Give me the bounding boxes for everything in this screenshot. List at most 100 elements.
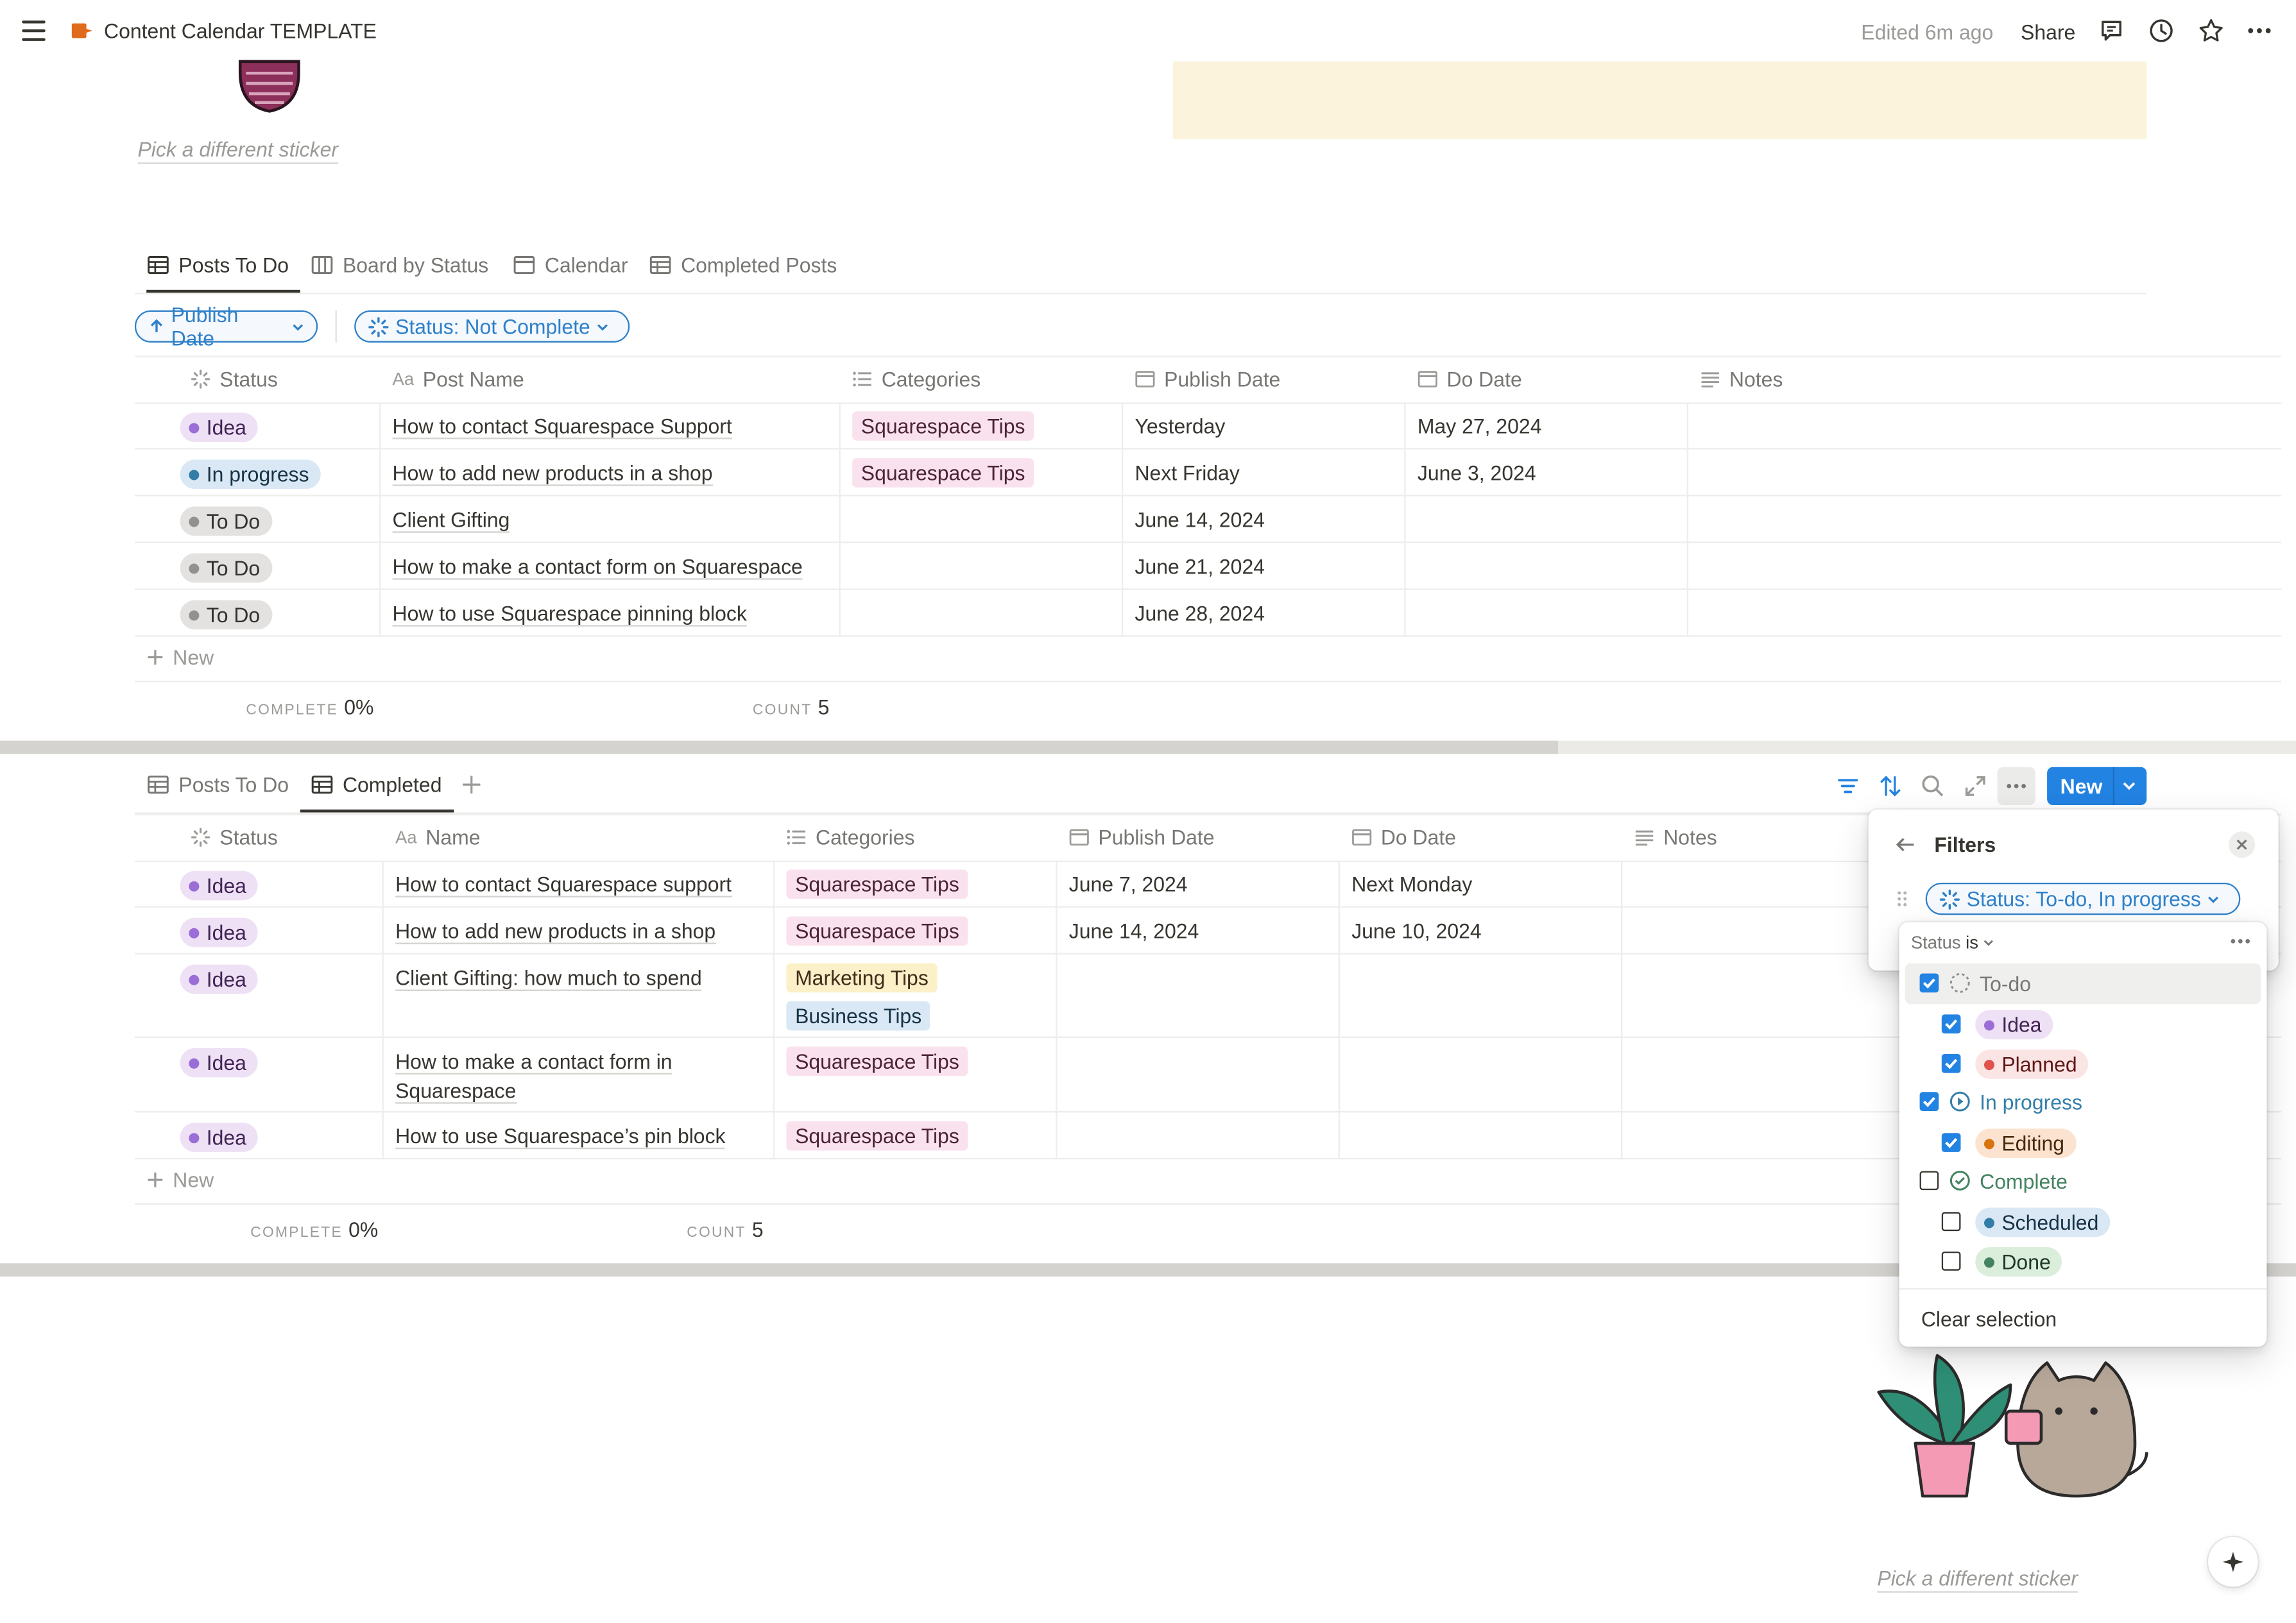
pick-sticker-link[interactable]: Pick a different sticker [1877,1567,2078,1593]
checkbox-in-progress[interactable] [1919,1092,1939,1111]
status-badge[interactable]: Idea [180,1048,259,1078]
publish-date[interactable]: Next Friday [1135,461,1240,485]
post-name[interactable]: Client Gifting: how much to spend [395,966,702,991]
add-view-plus-icon[interactable] [461,774,482,795]
tab-posts-to-do[interactable]: Posts To Do [146,239,301,293]
table-row[interactable]: Idea How to contact Squarespace Support … [134,403,2282,450]
option-group-to-do[interactable] [1905,963,2261,1005]
favorite-star-icon[interactable] [2198,17,2224,44]
publish-date[interactable]: June 28, 2024 [1135,601,1265,625]
table-row[interactable]: To Do Client Gifting June 14, 2024 [134,497,2282,543]
tab-board-by-status[interactable]: Board by Status [311,239,488,291]
do-date[interactable]: May 27, 2024 [1417,414,1542,438]
status-badge[interactable]: Idea [180,964,259,994]
share-button[interactable]: Share [2021,20,2076,44]
cat-with-plant-sticker[interactable] [1871,1341,2150,1502]
count-calculation[interactable]: COUNT 5 [687,1218,764,1242]
count-calculation[interactable]: COUNT 5 [752,695,830,719]
horizontal-scrollbar[interactable] [0,1263,2296,1277]
post-name[interactable]: How to make a contact form in [395,1049,673,1075]
do-date[interactable]: Next Monday [1351,872,1473,896]
column-header-status[interactable]: Status [191,356,278,403]
post-name[interactable]: How to use Squarespace pinning block [392,602,747,627]
filter-icon[interactable] [1835,773,1861,799]
table-row[interactable]: To Do How to use Squarespace pinning blo… [134,590,2282,637]
post-name[interactable]: How to contact Squarespace Support [392,414,732,439]
table-row[interactable]: Idea How to contact Squarespace support … [134,861,2282,908]
back-arrow-icon[interactable] [1895,835,1915,855]
more-options-icon[interactable] [2246,17,2272,44]
publish-date[interactable]: Yesterday [1135,414,1226,438]
post-name-continued[interactable]: Squarespace [395,1079,517,1104]
tab-posts-to-do[interactable]: Posts To Do [146,758,289,811]
drag-handle-icon[interactable] [1896,890,1908,907]
table-row[interactable]: To Do How to make a contact form on Squa… [134,543,2282,590]
view-options-button[interactable] [1997,767,2035,806]
status-filter-chip[interactable]: Status: To-do, In progress [1925,882,2241,915]
pick-sticker-link[interactable]: Pick a different sticker [137,137,338,164]
post-name[interactable]: How to make a contact form on Squarespac… [392,555,803,580]
checkbox-scheduled[interactable] [1941,1212,1961,1232]
sort-icon[interactable] [1877,773,1903,799]
option-planned[interactable]: Planned [1975,1049,2089,1079]
search-icon[interactable] [1920,773,1946,799]
checkbox-idea[interactable] [1941,1014,1961,1034]
column-header-do-date[interactable]: Do Date [1418,356,1522,403]
column-header-publish-date[interactable]: Publish Date [1069,814,1215,861]
column-header-name[interactable]: Aa Name [395,825,481,849]
tab-completed-posts[interactable]: Completed Posts [649,239,837,291]
do-date[interactable]: June 3, 2024 [1417,461,1536,485]
ai-assistant-button[interactable] [2208,1536,2258,1587]
status-badge[interactable]: Idea [180,1123,259,1152]
column-header-status[interactable]: Status [191,814,278,861]
new-entry-button[interactable]: New [2047,767,2147,806]
status-badge[interactable]: In progress [180,459,321,489]
option-idea[interactable]: Idea [1975,1010,2053,1040]
column-header-post-name[interactable]: Aa Post Name [392,367,524,391]
publish-date[interactable]: June 14, 2024 [1135,507,1265,532]
column-header-categories[interactable]: Categories [852,356,981,403]
close-button[interactable] [2229,831,2256,858]
publish-date[interactable]: June 21, 2024 [1135,554,1265,579]
horizontal-scrollbar-thumb[interactable] [0,740,1558,754]
sort-publish-date-chip[interactable]: Publish Date [134,303,318,350]
tab-completed[interactable]: Completed [300,758,454,813]
tab-calendar[interactable]: Calendar [513,239,628,291]
table-row[interactable]: Idea How to add new products in a shop S… [134,908,2282,955]
status-badge[interactable]: Idea [180,871,259,901]
table-row[interactable]: Idea Client Gifting: how much to spend M… [134,955,2282,1038]
history-clock-icon[interactable] [2148,17,2175,44]
post-name[interactable]: Client Gifting [392,508,510,533]
chevron-down-icon[interactable] [2120,778,2138,795]
complete-calculation[interactable]: COMPLETE 0% [246,695,374,719]
clear-selection-button[interactable]: Clear selection [1921,1307,2057,1331]
complete-calculation[interactable]: COMPLETE 0% [250,1218,379,1242]
publish-date[interactable]: June 14, 2024 [1068,919,1199,943]
column-header-notes[interactable]: Notes [1634,814,1717,861]
publish-date[interactable]: June 7, 2024 [1068,872,1188,896]
option-editing[interactable]: Editing [1975,1128,2077,1158]
more-options-icon[interactable] [2229,934,2252,949]
table-row[interactable]: In progress How to add new products in a… [134,450,2282,497]
status-badge[interactable]: To Do [180,506,272,536]
column-header-categories[interactable]: Categories [786,814,915,861]
status-badge[interactable]: Idea [180,412,259,443]
option-scheduled[interactable]: Scheduled [1975,1207,2111,1237]
post-name[interactable]: How to add new products in a shop [395,919,716,944]
column-header-do-date[interactable]: Do Date [1351,814,1456,861]
post-name[interactable]: How to contact Squarespace support [395,872,732,897]
post-name[interactable]: How to add new products in a shop [392,461,713,486]
page-title[interactable]: Content Calendar TEMPLATE [104,19,377,43]
comments-icon[interactable] [2098,17,2125,44]
status-filter-chip[interactable]: Status: Not Complete [354,310,630,343]
table-row[interactable]: Idea How to make a contact form in Squar… [134,1038,2282,1113]
checkbox-done[interactable] [1941,1252,1961,1271]
table-row[interactable]: Idea How to use Squarespace’s pin block … [134,1112,2282,1160]
checkbox-editing[interactable] [1941,1133,1961,1152]
option-done[interactable]: Done [1975,1247,2062,1277]
status-badge[interactable]: To Do [180,600,272,630]
add-new-row-button[interactable]: New [146,1168,214,1191]
status-operator-select[interactable]: Status is [1911,933,1995,953]
checkbox-planned[interactable] [1941,1053,1961,1073]
status-badge[interactable]: To Do [180,553,272,583]
